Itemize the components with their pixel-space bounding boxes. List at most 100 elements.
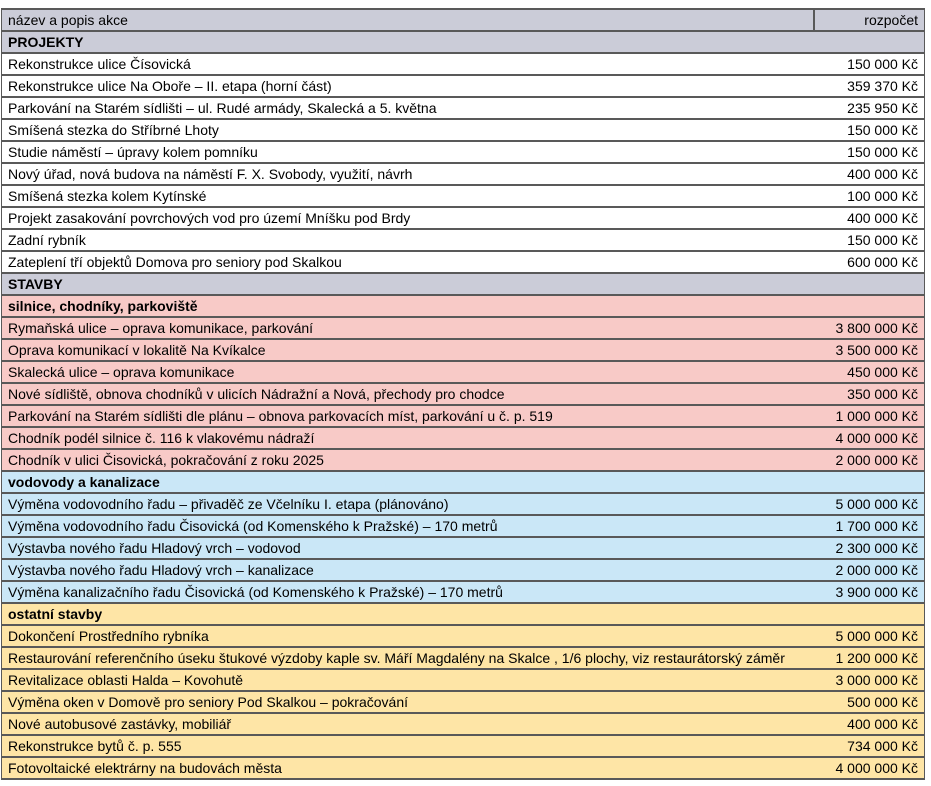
table-row: Rymaňská ulice – oprava komunikace, park… [1, 316, 925, 340]
row-name: Oprava komunikací v lokalitě Na Kvíkalce [1, 338, 814, 362]
row-name: Výměna vodovodního řadu Čisovická (od Ko… [1, 514, 814, 538]
row-budget: 3 800 000 Kč [814, 316, 925, 340]
row-name: Rekonstrukce ulice Čísovická [1, 52, 814, 76]
row-budget: 500 000 Kč [814, 690, 925, 714]
table-row: Smíšená stezka kolem Kytínské 100 000 Kč [1, 184, 925, 208]
row-name: Rekonstrukce bytů č. p. 555 [1, 734, 814, 758]
row-budget: 150 000 Kč [814, 140, 925, 164]
table-row: Smíšená stezka do Stříbrné Lhoty 150 000 … [1, 118, 925, 142]
row-name: Projekt zasakování povrchových vod pro ú… [1, 206, 814, 230]
row-budget [814, 602, 925, 626]
row-name: Smíšená stezka do Stříbrné Lhoty [1, 118, 814, 142]
table-row: Parkování na Starém sídlišti – ul. Rudé … [1, 96, 925, 120]
section-header-row: silnice, chodníky, parkoviště [1, 294, 925, 318]
row-name: Studie náměstí – úpravy kolem pomníku [1, 140, 814, 164]
table-row: Výstavba nového řadu Hladový vrch – kana… [1, 558, 925, 582]
row-budget: 5 000 000 Kč [814, 624, 925, 648]
row-name: Fotovoltaické elektrárny na budovách měs… [1, 756, 814, 780]
table-row: Výstavba nového řadu Hladový vrch – vodo… [1, 536, 925, 560]
row-name: Chodník podél silnice č. 116 k vlakovému… [1, 426, 814, 450]
row-budget: 150 000 Kč [814, 228, 925, 252]
row-name: Chodník v ulici Čisovická, pokračování z… [1, 448, 814, 472]
table-row: Nové autobusové zastávky, mobiliář 400 00… [1, 712, 925, 736]
table-body: PROJEKTY Rekonstrukce ulice Čísovická 150 … [1, 30, 925, 780]
table-row: Chodník podél silnice č. 116 k vlakovému… [1, 426, 925, 450]
row-name: Nové sídliště, obnova chodníků v ulicích… [1, 382, 814, 406]
row-name: Skalecká ulice – oprava komunikace [1, 360, 814, 384]
table-row: Rekonstrukce bytů č. p. 555 734 000 Kč [1, 734, 925, 758]
table-row: Nový úřad, nová budova na náměstí F. X. … [1, 162, 925, 186]
table-row: Chodník v ulici Čisovická, pokračování z… [1, 448, 925, 472]
row-name: Rekonstrukce ulice Na Oboře – II. etapa … [1, 74, 814, 98]
table-row: Revitalizace oblasti Halda – Kovohutě 3 0… [1, 668, 925, 692]
row-budget: 4 000 000 Kč [814, 756, 925, 780]
row-budget: 2 000 000 Kč [814, 448, 925, 472]
table-row: Výměna oken v Domově pro seniory Pod Ska… [1, 690, 925, 714]
section-title: vodovody a kanalizace [1, 470, 814, 494]
row-name: Revitalizace oblasti Halda – Kovohutě [1, 668, 814, 692]
table-header: název a popis akce rozpočet [1, 8, 925, 32]
row-name: Zateplení tří objektů Domova pro seniory… [1, 250, 814, 274]
table-row: Rekonstrukce ulice Čísovická 150 000 Kč [1, 52, 925, 76]
table-row: Skalecká ulice – oprava komunikace 450 00… [1, 360, 925, 384]
row-budget: 3 500 000 Kč [814, 338, 925, 362]
row-name: Nový úřad, nová budova na náměstí F. X. … [1, 162, 814, 186]
row-budget: 2 000 000 Kč [814, 558, 925, 582]
table-row: Výměna kanalizačního řadu Čisovická (od … [1, 580, 925, 604]
row-budget: 100 000 Kč [814, 184, 925, 208]
budget-table: název a popis akce rozpočet PROJEKTY Reko… [1, 8, 925, 780]
table-row: Výměna vodovodního řadu Čisovická (od Ko… [1, 514, 925, 538]
row-budget: 450 000 Kč [814, 360, 925, 384]
section-header-row: ostatní stavby [1, 602, 925, 626]
row-budget: 734 000 Kč [814, 734, 925, 758]
section-header-row: vodovody a kanalizace [1, 470, 925, 494]
row-budget: 3 000 000 Kč [814, 668, 925, 692]
row-budget: 3 900 000 Kč [814, 580, 925, 604]
table-row: Parkování na Starém sídlišti dle plánu –… [1, 404, 925, 428]
row-budget: 4 000 000 Kč [814, 426, 925, 450]
row-budget: 359 370 Kč [814, 74, 925, 98]
section-title: PROJEKTY [1, 30, 814, 54]
row-name: Výstavba nového řadu Hladový vrch – vodo… [1, 536, 814, 560]
column-header-row: název a popis akce rozpočet [1, 8, 925, 32]
row-name: Výměna oken v Domově pro seniory Pod Ska… [1, 690, 814, 714]
table-row: Nové sídliště, obnova chodníků v ulicích… [1, 382, 925, 406]
table-row: Oprava komunikací v lokalitě Na Kvíkalce… [1, 338, 925, 362]
table-row: Rekonstrukce ulice Na Oboře – II. etapa … [1, 74, 925, 98]
row-name: Výměna vodovodního řadu – přivaděč ze Vč… [1, 492, 814, 516]
row-budget: 1 700 000 Kč [814, 514, 925, 538]
row-budget: 600 000 Kč [814, 250, 925, 274]
row-budget: 150 000 Kč [814, 118, 925, 142]
row-budget [814, 294, 925, 318]
row-budget [814, 272, 925, 296]
row-budget: 2 300 000 Kč [814, 536, 925, 560]
row-name: Zadní rybník [1, 228, 814, 252]
row-budget [814, 470, 925, 494]
table-row: Výměna vodovodního řadu – přivaděč ze Vč… [1, 492, 925, 516]
section-title: STAVBY [1, 272, 814, 296]
row-name: Smíšená stezka kolem Kytínské [1, 184, 814, 208]
row-budget: 1 000 000 Kč [814, 404, 925, 428]
table-row: Restaurování referenčního úseku štukové … [1, 646, 925, 670]
section-header-row: STAVBY [1, 272, 925, 296]
table-row: Studie náměstí – úpravy kolem pomníku 150… [1, 140, 925, 164]
row-budget: 235 950 Kč [814, 96, 925, 120]
row-budget: 400 000 Kč [814, 162, 925, 186]
section-title: silnice, chodníky, parkoviště [1, 294, 814, 318]
column-header-budget: rozpočet [813, 8, 925, 32]
row-name: Restaurování referenčního úseku štukové … [1, 646, 814, 670]
table-row: Dokončení Prostředního rybníka 5 000 000 … [1, 624, 925, 648]
row-budget: 1 200 000 Kč [814, 646, 925, 670]
row-name: Rymaňská ulice – oprava komunikace, park… [1, 316, 814, 340]
row-name: Dokončení Prostředního rybníka [1, 624, 814, 648]
table-row: Zateplení tří objektů Domova pro seniory… [1, 250, 925, 274]
row-budget: 400 000 Kč [814, 712, 925, 736]
row-name: Parkování na Starém sídlišti – ul. Rudé … [1, 96, 814, 120]
section-title: ostatní stavby [1, 602, 814, 626]
row-name: Výměna kanalizačního řadu Čisovická (od … [1, 580, 814, 604]
table-row: Fotovoltaické elektrárny na budovách měs… [1, 756, 925, 780]
table-row: Zadní rybník 150 000 Kč [1, 228, 925, 252]
row-name: Parkování na Starém sídlišti dle plánu –… [1, 404, 814, 428]
row-budget: 350 000 Kč [814, 382, 925, 406]
